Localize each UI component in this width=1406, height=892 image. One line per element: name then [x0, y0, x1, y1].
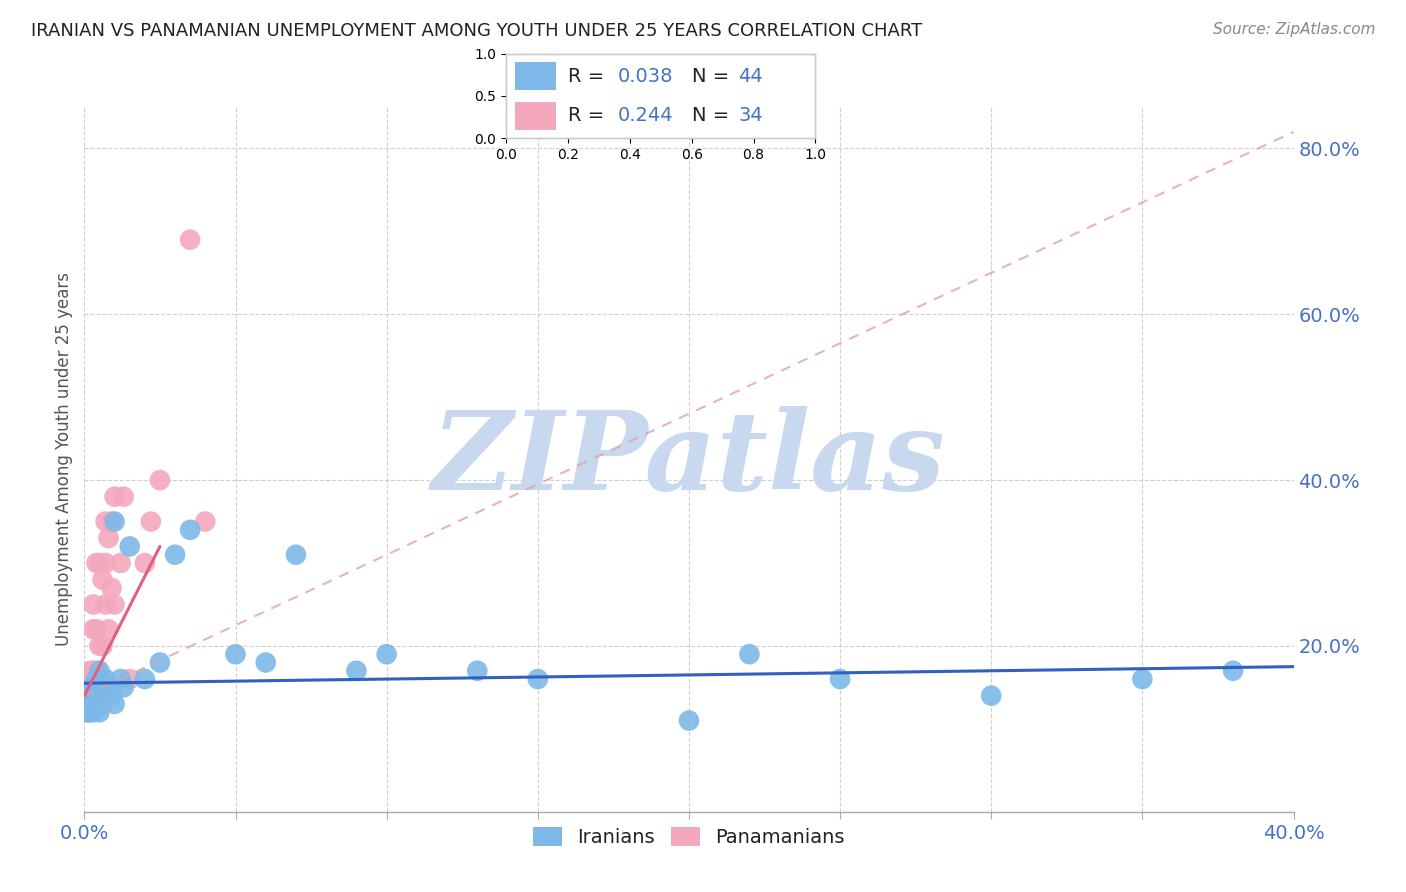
Point [89, 689, 111, 703]
Text: N =: N = [692, 67, 735, 86]
Point [86, 623, 108, 637]
Point [76, 689, 98, 703]
Point [86, 556, 108, 570]
Point [738, 647, 761, 661]
Point [194, 515, 217, 529]
Point [86, 664, 108, 678]
Point [104, 598, 127, 612]
Point [79, 705, 101, 719]
Text: 44: 44 [738, 67, 763, 86]
Point [94, 515, 117, 529]
Point [346, 664, 368, 678]
Text: R =: R = [568, 67, 610, 86]
Point [100, 689, 122, 703]
Point [118, 540, 141, 554]
Point [94, 556, 117, 570]
Point [527, 672, 550, 686]
Point [89, 664, 111, 678]
Point [79, 664, 101, 678]
Point [149, 656, 172, 670]
Point [179, 233, 201, 247]
Point [254, 656, 277, 670]
Point [165, 548, 187, 562]
Point [134, 672, 156, 686]
Point [97, 531, 120, 545]
Point [91, 639, 114, 653]
Point [89, 556, 111, 570]
Text: Source: ZipAtlas.com: Source: ZipAtlas.com [1212, 22, 1375, 37]
Point [79, 681, 101, 695]
Point [82, 681, 104, 695]
Text: N =: N = [692, 106, 735, 125]
Point [76, 697, 98, 711]
Point [149, 473, 172, 487]
Point [1130, 672, 1153, 686]
Point [285, 548, 308, 562]
Point [112, 490, 135, 504]
Text: IRANIAN VS PANAMANIAN UNEMPLOYMENT AMONG YOUTH UNDER 25 YEARS CORRELATION CHART: IRANIAN VS PANAMANIAN UNEMPLOYMENT AMONG… [31, 22, 922, 40]
Point [82, 705, 104, 719]
Point [89, 705, 111, 719]
Point [104, 697, 127, 711]
Point [82, 598, 104, 612]
Point [830, 672, 852, 686]
Point [79, 689, 101, 703]
Point [225, 647, 247, 661]
Point [82, 664, 104, 678]
Point [79, 689, 101, 703]
Point [76, 705, 98, 719]
Point [76, 689, 98, 703]
Text: 0.244: 0.244 [617, 106, 673, 125]
Point [980, 689, 1002, 703]
Point [82, 697, 104, 711]
Point [91, 573, 114, 587]
Text: 34: 34 [738, 106, 763, 125]
Text: 0.038: 0.038 [617, 67, 673, 86]
Point [1222, 664, 1244, 678]
Point [179, 523, 201, 537]
Bar [516, 102, 555, 130]
Point [91, 697, 114, 711]
Point [82, 681, 104, 695]
Point [139, 515, 162, 529]
Point [94, 672, 117, 686]
Point [375, 647, 398, 661]
Legend: Iranians, Panamanians: Iranians, Panamanians [524, 819, 853, 855]
Point [94, 689, 117, 703]
Point [79, 672, 101, 686]
Point [86, 672, 108, 686]
Point [94, 598, 117, 612]
Point [112, 681, 135, 695]
Point [97, 681, 120, 695]
Point [100, 581, 122, 595]
Point [678, 714, 700, 728]
Point [82, 623, 104, 637]
Point [110, 556, 132, 570]
Point [110, 672, 132, 686]
Point [82, 689, 104, 703]
Point [134, 556, 156, 570]
Point [89, 689, 111, 703]
Text: R =: R = [568, 106, 610, 125]
Point [118, 672, 141, 686]
Point [104, 515, 127, 529]
Point [467, 664, 489, 678]
Point [91, 681, 114, 695]
Text: ZIPatlas: ZIPatlas [432, 406, 946, 513]
Point [104, 490, 127, 504]
Point [100, 515, 122, 529]
Point [86, 697, 108, 711]
Point [89, 639, 111, 653]
Bar [516, 62, 555, 90]
Point [79, 697, 101, 711]
Point [76, 705, 98, 719]
Point [97, 623, 120, 637]
Y-axis label: Unemployment Among Youth under 25 years: Unemployment Among Youth under 25 years [55, 272, 73, 647]
